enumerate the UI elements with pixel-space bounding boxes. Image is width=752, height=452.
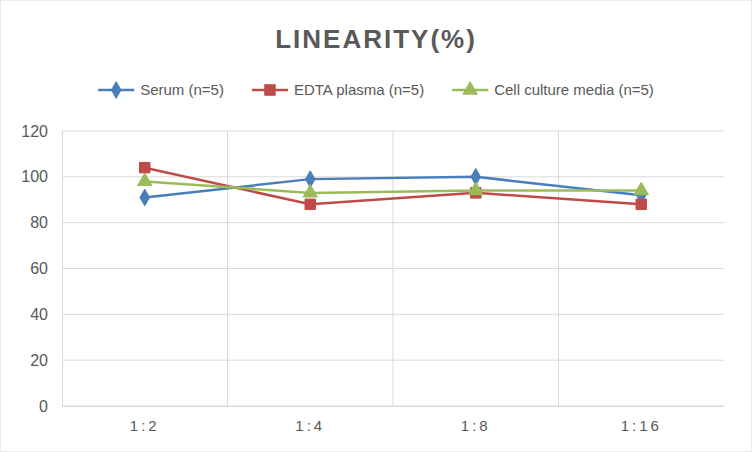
plot-area: [138, 162, 649, 209]
marker: [469, 182, 483, 194]
y-tick-label: 40: [30, 306, 48, 323]
category-separator: [393, 131, 394, 406]
x-tick: 1:2: [130, 406, 160, 434]
x-tick-label: 1:2: [130, 417, 160, 434]
x-tick-label: 1:8: [461, 417, 491, 434]
y-tick-label: 80: [30, 214, 48, 231]
marker: [305, 199, 315, 209]
series-markers: [140, 169, 646, 206]
marker: [634, 182, 648, 194]
y-tick: 40: [30, 306, 62, 323]
y-axis-line: [62, 132, 63, 407]
legend-item: Serum (n=5): [98, 81, 224, 98]
x-axis-line: [63, 406, 725, 407]
x-tick-label: 1:4: [295, 417, 325, 434]
legend: Serum (n=5) EDTA plasma (n=5) Cell culture…: [98, 81, 654, 98]
marker: [303, 185, 317, 197]
category-separator: [227, 131, 228, 406]
y-tick: 80: [30, 214, 62, 231]
legend-symbol: [111, 82, 121, 99]
category-separator: [558, 131, 559, 406]
y-tick-label: 60: [30, 260, 48, 277]
grid: [62, 131, 724, 406]
category-separators: [228, 131, 559, 406]
series-line: [145, 181, 642, 192]
marker: [138, 173, 152, 185]
y-tick: 20: [30, 352, 62, 369]
y-tick: 100: [21, 168, 62, 185]
y-tick: 0: [39, 398, 62, 415]
series-markers: [140, 162, 647, 209]
y-tick-label: 0: [39, 398, 48, 415]
legend-symbol: [463, 82, 477, 94]
legend-label: Serum (n=5): [140, 81, 224, 98]
y-tick-label: 120: [21, 123, 48, 140]
series-markers: [138, 173, 649, 197]
legend-item: EDTA plasma (n=5): [252, 81, 424, 98]
title: LINEARITY(%): [275, 24, 477, 54]
x-tick: 1:16: [621, 406, 662, 434]
x-tick: 1:8: [461, 406, 491, 434]
x-tick-label: 1:16: [621, 417, 662, 434]
marker: [140, 162, 150, 172]
x-axis: 1:2 1:4 1:8 1:16: [63, 406, 725, 434]
legend-symbol: [265, 85, 275, 95]
marker: [140, 189, 150, 206]
chart: LINEARITY(%) 0 20 40 60 80 100 120 1:2 1:4 1:8 1:16…: [0, 0, 752, 452]
y-tick: 120: [21, 123, 62, 140]
series-line: [145, 177, 642, 198]
legend-label: EDTA plasma (n=5): [294, 81, 424, 98]
legend-item: Cell culture media (n=5): [452, 81, 654, 98]
y-tick: 60: [30, 260, 62, 277]
x-tick: 1:4: [295, 406, 325, 434]
series-line: [145, 168, 642, 205]
y-axis: 0 20 40 60 80 100 120: [21, 123, 62, 415]
y-tick-label: 20: [30, 352, 48, 369]
legend-label: Cell culture media (n=5): [494, 81, 654, 98]
y-tick-label: 100: [21, 168, 48, 185]
marker: [636, 199, 646, 209]
background: [0, 0, 752, 452]
